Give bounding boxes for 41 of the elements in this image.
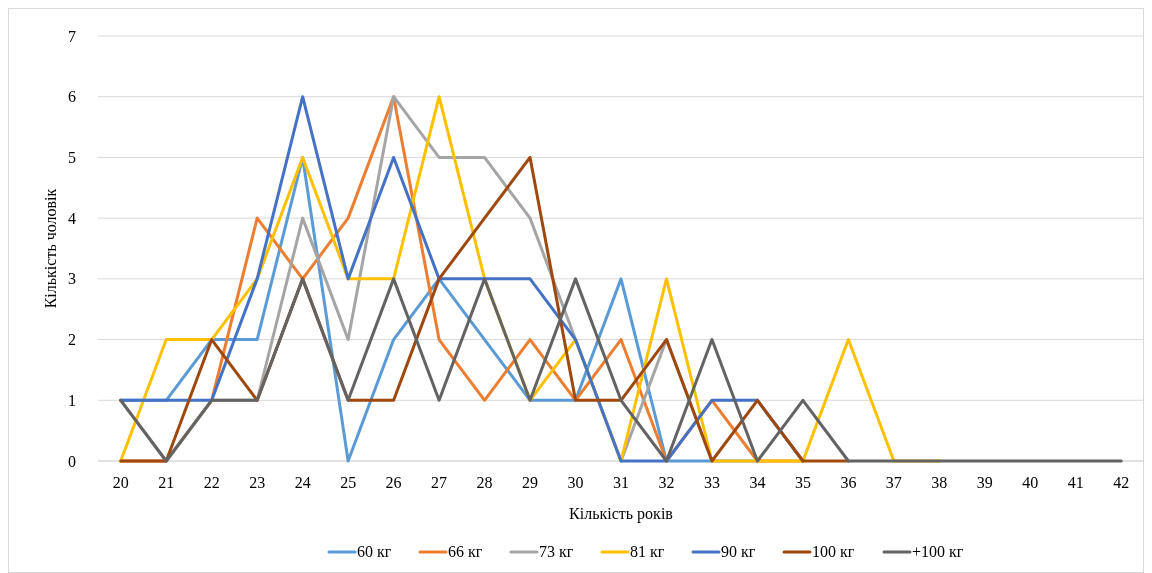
legend-label: 66 кг xyxy=(448,543,483,560)
x-tick-label: 23 xyxy=(249,474,266,491)
y-tick-label: 6 xyxy=(68,88,76,106)
x-tick-label: 38 xyxy=(931,474,948,491)
legend-label: +100 кг xyxy=(912,543,964,560)
x-tick-label: 31 xyxy=(613,474,629,491)
x-tick-label: 34 xyxy=(749,474,766,491)
x-tick-label: 22 xyxy=(203,474,220,491)
y-tick-label: 4 xyxy=(68,209,76,227)
x-tick-label: 41 xyxy=(1067,474,1084,491)
x-tick-label: 21 xyxy=(158,474,175,491)
x-tick-label: 32 xyxy=(658,474,675,491)
legend-label: 73 кг xyxy=(539,543,574,560)
x-tick-label: 33 xyxy=(703,474,720,491)
x-tick-label: 29 xyxy=(522,474,539,491)
y-tick-label: 5 xyxy=(68,149,76,167)
y-tick-label: 1 xyxy=(68,391,76,409)
x-tick-label: 27 xyxy=(431,474,448,491)
x-axis-title: Кількість років xyxy=(569,505,674,523)
legend-label: 81 кг xyxy=(630,543,665,560)
y-tick-label: 7 xyxy=(68,27,76,45)
x-tick-label: 39 xyxy=(976,474,993,491)
y-tick-label: 2 xyxy=(68,331,76,349)
y-axis-title: Кількість чоловік xyxy=(42,188,59,309)
line-series xyxy=(119,277,1123,463)
x-tick-label: 24 xyxy=(294,474,311,491)
y-tick-label: 3 xyxy=(68,270,76,288)
legend-label: 60 кг xyxy=(357,543,392,560)
x-tick-label: 35 xyxy=(794,474,811,491)
x-tick-label: 20 xyxy=(112,474,129,491)
legend-label: 90 кг xyxy=(721,543,756,560)
y-tick-label: 0 xyxy=(68,452,76,470)
x-tick-label: 42 xyxy=(1113,474,1130,491)
x-tick-label: 26 xyxy=(385,474,402,491)
x-tick-label: 25 xyxy=(340,474,357,491)
x-tick-label: 30 xyxy=(567,474,584,491)
x-tick-label: 36 xyxy=(840,474,857,491)
x-tick-label: 37 xyxy=(885,474,902,491)
x-tick-label: 40 xyxy=(1022,474,1039,491)
x-tick-label: 28 xyxy=(476,474,493,491)
legend-label: 100 кг xyxy=(812,543,855,560)
